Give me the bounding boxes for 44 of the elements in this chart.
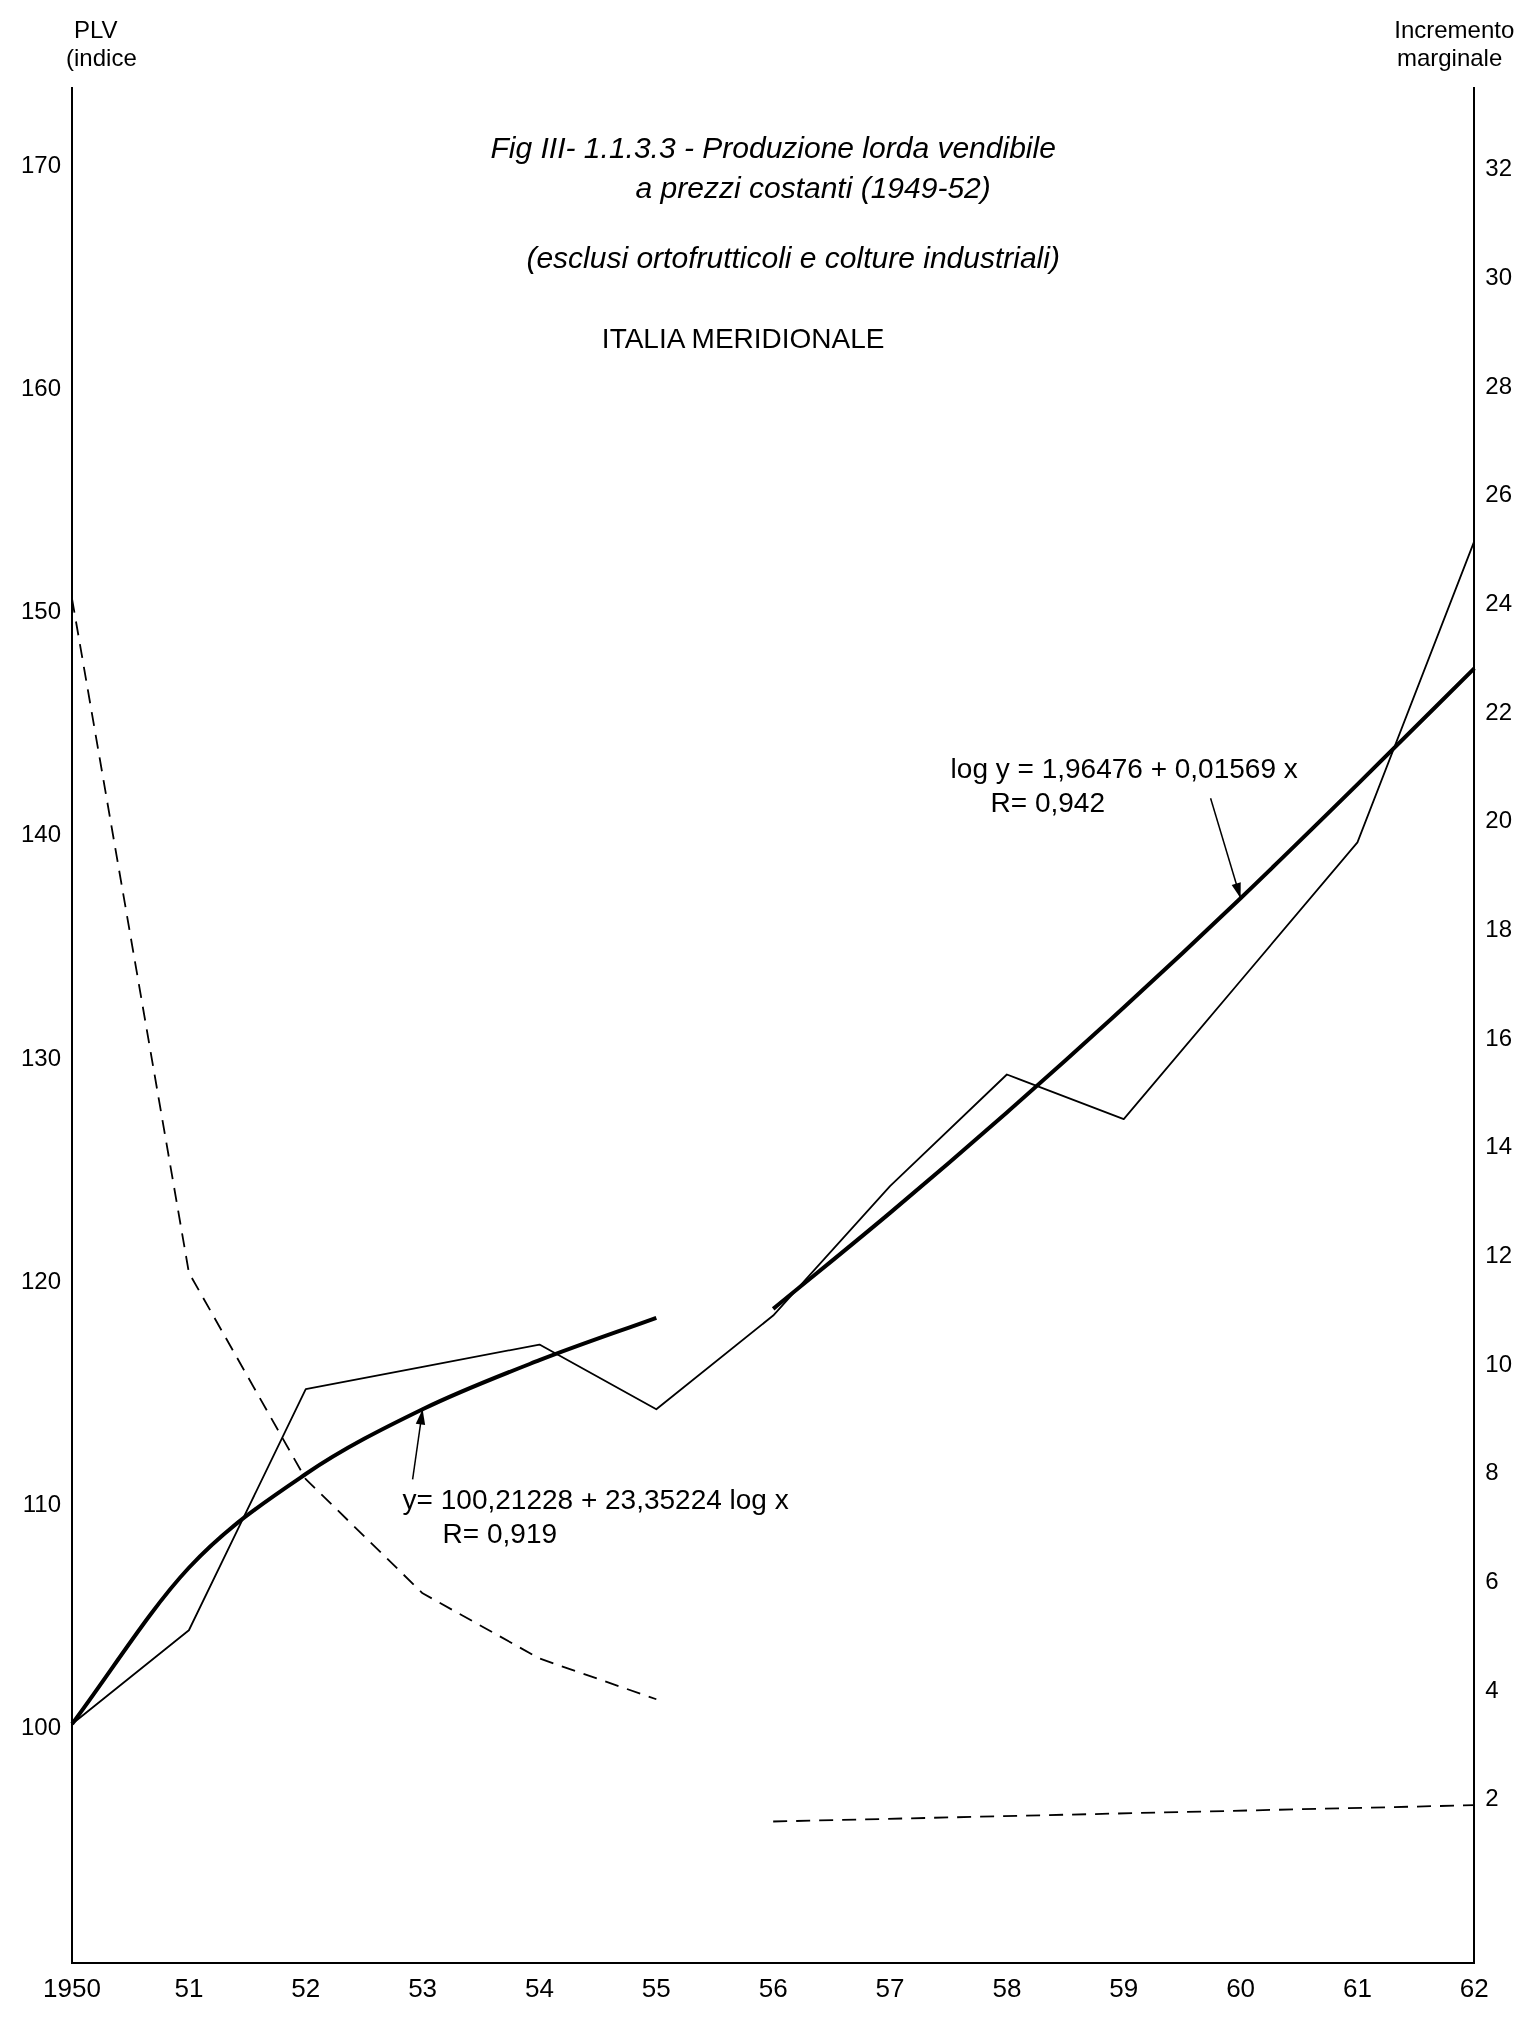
y2-tick-label: 6 xyxy=(1485,1567,1499,1595)
x-tick-label: 62 xyxy=(1459,1972,1489,2003)
annotation: log y = 1,96476 + 0,01569 x R= 0,942 xyxy=(950,753,1298,819)
x-tick-label: 59 xyxy=(1109,1972,1139,2003)
y2-axis-title: Incremento marginale xyxy=(1394,16,1515,71)
x-tick-label: 54 xyxy=(525,1972,554,2003)
y-tick-label: 100 xyxy=(21,1713,62,1741)
y-tick-label: 130 xyxy=(21,1043,62,1071)
y2-tick-label: 24 xyxy=(1485,588,1513,616)
y2-tick-label: 30 xyxy=(1485,262,1513,290)
y-tick-label: 170 xyxy=(21,150,62,178)
x-tick-label: 57 xyxy=(875,1972,905,2003)
y2-tick-label: 16 xyxy=(1485,1023,1513,1051)
y2-tick-label: 4 xyxy=(1485,1675,1499,1703)
x-tick-label: 1950 xyxy=(43,1972,101,2003)
x-tick-label: 60 xyxy=(1226,1972,1256,2003)
y2-tick-label: 2 xyxy=(1485,1784,1499,1812)
x-tick-label: 61 xyxy=(1342,1972,1372,2003)
y2-tick-label: 10 xyxy=(1485,1349,1513,1377)
y2-tick-label: 28 xyxy=(1485,371,1513,399)
y-tick-label: 110 xyxy=(22,1489,62,1517)
y-tick-label: 140 xyxy=(21,820,62,848)
y2-tick-label: 18 xyxy=(1485,914,1513,942)
y2-tick-label: 12 xyxy=(1485,1240,1513,1268)
y2-tick-label: 14 xyxy=(1485,1132,1513,1160)
text: (esclusi ortofrutticoli e colture industriali) xyxy=(526,241,1060,274)
annotation: ITALIA MERIDIONALE xyxy=(601,323,885,354)
x-tick-label: 51 xyxy=(174,1972,204,2003)
y2-tick-label: 20 xyxy=(1485,806,1513,834)
x-tick-label: 52 xyxy=(291,1972,321,2003)
annotation: y= 100,21228 + 23,35224 log x R= 0,919 xyxy=(402,1484,789,1550)
y-tick-label: 120 xyxy=(21,1266,62,1294)
y-axis-title: PLV (indice xyxy=(66,16,137,71)
y2-tick-label: 22 xyxy=(1485,697,1513,725)
y-tick-label: 160 xyxy=(21,373,62,401)
x-tick-label: 56 xyxy=(758,1972,788,2003)
y-tick-label: 150 xyxy=(21,597,62,625)
y2-tick-label: 26 xyxy=(1485,480,1513,508)
y2-tick-label: 32 xyxy=(1485,154,1513,182)
x-tick-label: 53 xyxy=(408,1972,438,2003)
text: Fig III- 1.1.3.3 - Produzione lorda vendibile a prezzi costanti (1949-52) xyxy=(490,131,1056,204)
y2-tick-label: 8 xyxy=(1485,1458,1499,1486)
x-tick-label: 58 xyxy=(992,1972,1022,2003)
x-tick-label: 55 xyxy=(641,1972,671,2003)
